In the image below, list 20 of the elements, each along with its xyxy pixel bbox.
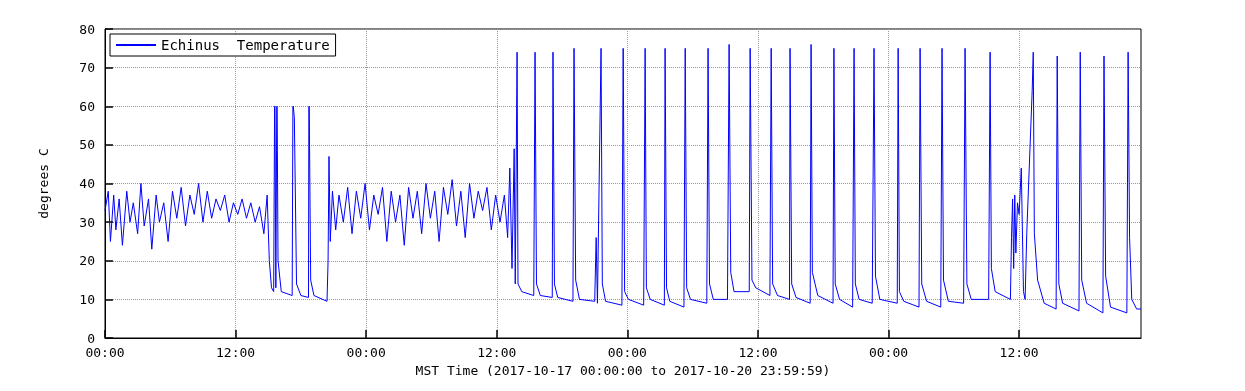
- x-axis-title: MST Time (2017-10-17 00:00:00 to 2017-10-20 23:59:59): [415, 362, 831, 378]
- y-tick-label: 70: [79, 60, 95, 76]
- x-tick-label: 12:00: [477, 345, 517, 360]
- y-axis-title: degrees C: [36, 148, 51, 219]
- x-tick-label: 12:00: [738, 345, 778, 360]
- y-tick-label: 40: [79, 176, 95, 191]
- y-tick-label: 60: [79, 98, 95, 114]
- x-tick-label: 00:00: [868, 345, 909, 360]
- y-tick-label: 80: [79, 21, 95, 37]
- x-tick-label: 00:00: [346, 345, 386, 360]
- y-tick-label: 20: [79, 253, 95, 269]
- legend-label: Echinus Temperature: [161, 37, 330, 53]
- y-tick-label: 30: [79, 214, 95, 230]
- y-tick-label: 0: [87, 330, 95, 346]
- x-tick-label: 12:00: [216, 345, 256, 360]
- x-tick-label: 12:00: [999, 345, 1039, 360]
- x-tick-label: 00:00: [85, 345, 125, 360]
- y-tick-label: 10: [79, 291, 95, 307]
- y-tick-label: 50: [79, 137, 95, 153]
- x-tick-label: 00:00: [607, 345, 647, 360]
